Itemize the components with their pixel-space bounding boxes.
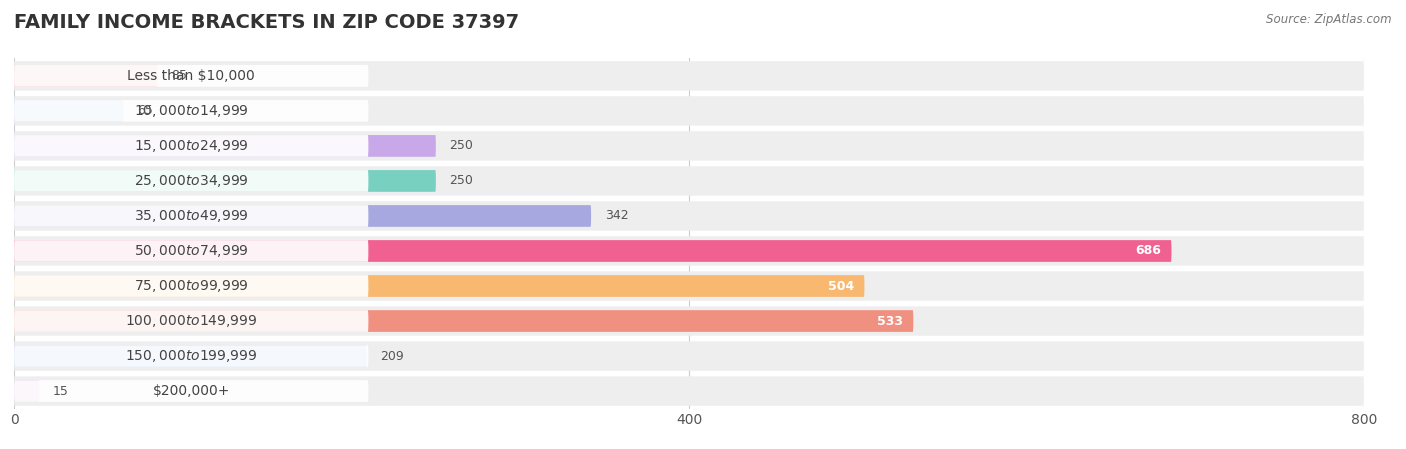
Text: $35,000 to $49,999: $35,000 to $49,999 — [134, 208, 249, 224]
Text: FAMILY INCOME BRACKETS IN ZIP CODE 37397: FAMILY INCOME BRACKETS IN ZIP CODE 37397 — [14, 13, 519, 32]
FancyBboxPatch shape — [14, 275, 865, 297]
FancyBboxPatch shape — [14, 65, 368, 87]
FancyBboxPatch shape — [14, 65, 157, 87]
Text: 686: 686 — [1136, 245, 1161, 257]
FancyBboxPatch shape — [14, 166, 1364, 196]
FancyBboxPatch shape — [14, 271, 1364, 301]
Text: $15,000 to $24,999: $15,000 to $24,999 — [134, 138, 249, 154]
FancyBboxPatch shape — [14, 341, 1364, 371]
Text: $100,000 to $149,999: $100,000 to $149,999 — [125, 313, 257, 329]
Text: $75,000 to $99,999: $75,000 to $99,999 — [134, 278, 249, 294]
Text: 209: 209 — [380, 350, 404, 362]
Text: 250: 250 — [450, 175, 474, 187]
Text: 342: 342 — [605, 210, 628, 222]
FancyBboxPatch shape — [14, 240, 368, 262]
FancyBboxPatch shape — [14, 345, 368, 367]
FancyBboxPatch shape — [14, 100, 368, 122]
Text: 85: 85 — [172, 70, 187, 82]
FancyBboxPatch shape — [14, 306, 1364, 336]
Text: $25,000 to $34,999: $25,000 to $34,999 — [134, 173, 249, 189]
FancyBboxPatch shape — [14, 275, 368, 297]
FancyBboxPatch shape — [14, 380, 368, 402]
FancyBboxPatch shape — [14, 100, 124, 122]
Text: $50,000 to $74,999: $50,000 to $74,999 — [134, 243, 249, 259]
FancyBboxPatch shape — [14, 96, 1364, 126]
Text: 533: 533 — [877, 315, 903, 327]
FancyBboxPatch shape — [14, 61, 1364, 91]
FancyBboxPatch shape — [14, 135, 436, 157]
FancyBboxPatch shape — [14, 201, 1364, 231]
Text: Source: ZipAtlas.com: Source: ZipAtlas.com — [1267, 13, 1392, 26]
FancyBboxPatch shape — [14, 310, 368, 332]
FancyBboxPatch shape — [14, 376, 1364, 406]
Text: $10,000 to $14,999: $10,000 to $14,999 — [134, 103, 249, 119]
FancyBboxPatch shape — [14, 131, 1364, 161]
Text: $200,000+: $200,000+ — [152, 384, 231, 398]
Text: 65: 65 — [138, 105, 153, 117]
FancyBboxPatch shape — [14, 240, 1171, 262]
FancyBboxPatch shape — [14, 205, 368, 227]
FancyBboxPatch shape — [14, 170, 436, 192]
Text: 15: 15 — [53, 385, 69, 397]
FancyBboxPatch shape — [14, 236, 1364, 266]
FancyBboxPatch shape — [14, 170, 368, 192]
Text: Less than $10,000: Less than $10,000 — [128, 69, 254, 83]
Text: 504: 504 — [828, 280, 855, 292]
FancyBboxPatch shape — [14, 380, 39, 402]
FancyBboxPatch shape — [14, 205, 591, 227]
Text: 250: 250 — [450, 140, 474, 152]
FancyBboxPatch shape — [14, 310, 914, 332]
FancyBboxPatch shape — [14, 345, 367, 367]
Text: $150,000 to $199,999: $150,000 to $199,999 — [125, 348, 257, 364]
FancyBboxPatch shape — [14, 135, 368, 157]
